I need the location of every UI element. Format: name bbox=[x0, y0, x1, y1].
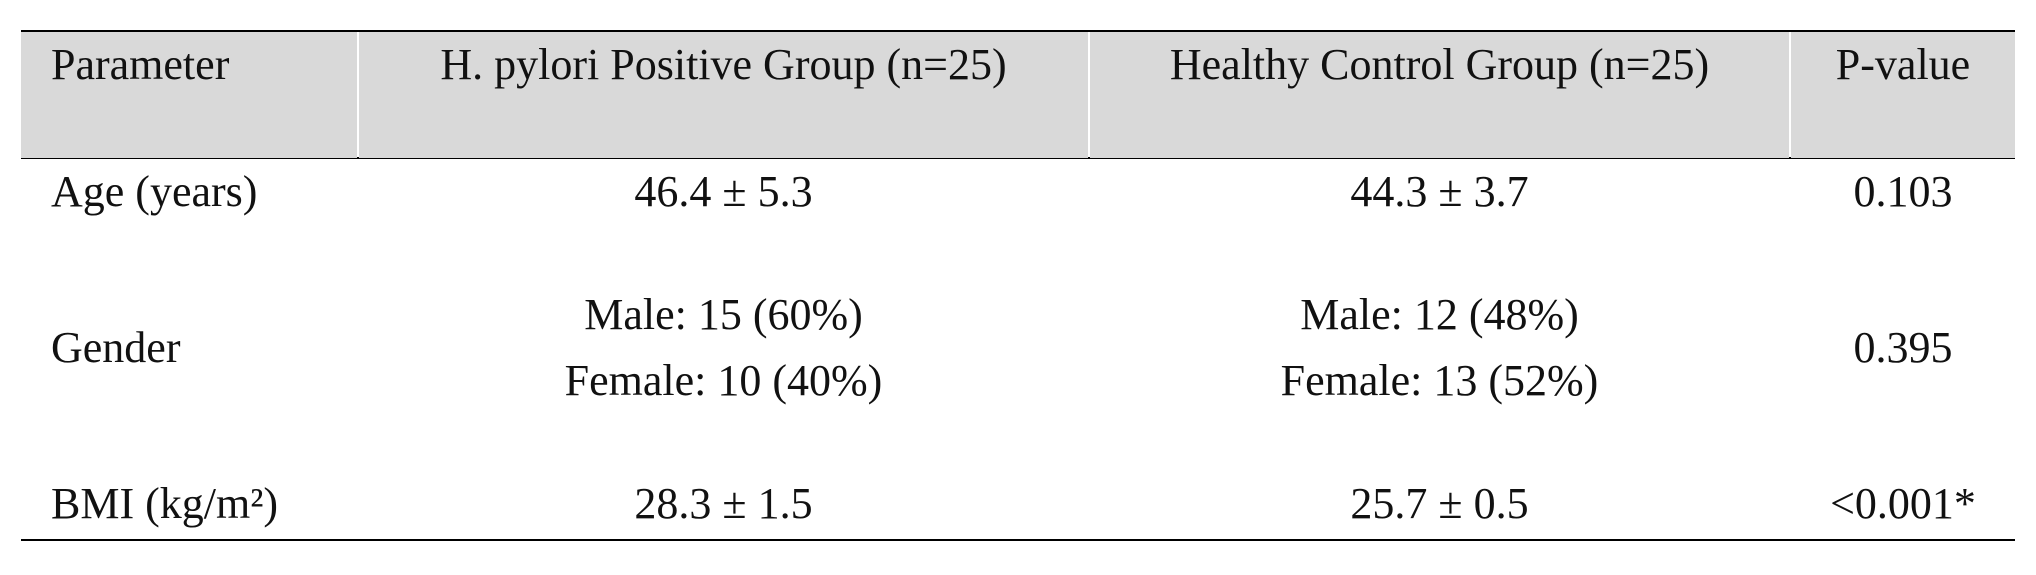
cell-text: 0.103 bbox=[1853, 167, 1953, 216]
table-cell: 44.3 ± 3.7 bbox=[1090, 159, 1789, 225]
cell-text: Male: 12 (48%) bbox=[1300, 290, 1579, 339]
table-cell: Male: 12 (48%) Female: 13 (52%) bbox=[1090, 282, 1789, 414]
cell-text: 25.7 ± 0.5 bbox=[1350, 479, 1529, 528]
table-cell: 0.395 bbox=[1791, 315, 2015, 381]
cell-text: 46.4 ± 5.3 bbox=[634, 167, 813, 216]
header-cell: Parameter bbox=[51, 40, 230, 89]
table-cell: 46.4 ± 5.3 bbox=[359, 159, 1088, 225]
cell-text: Gender bbox=[51, 323, 181, 372]
table-cell: <0.001* bbox=[1791, 471, 2015, 537]
table-cell: 0.103 bbox=[1791, 159, 2015, 225]
bottom-rule bbox=[21, 539, 2015, 541]
cell-text: <0.001* bbox=[1830, 479, 1976, 528]
header-bg bbox=[21, 32, 357, 158]
table-cell: Male: 15 (60%) Female: 10 (40%) bbox=[359, 282, 1088, 414]
cell-text: Male: 15 (60%) bbox=[584, 290, 863, 339]
cell-text: Female: 13 (52%) bbox=[1280, 356, 1599, 405]
header-rule bbox=[21, 157, 2015, 159]
cell-text: Female: 10 (40%) bbox=[564, 356, 883, 405]
header-cell: Healthy Control Group (n=25) bbox=[1169, 40, 1710, 89]
header-cell: P-value bbox=[1835, 40, 1971, 89]
header-bg bbox=[1791, 32, 2015, 158]
table-cell: 25.7 ± 0.5 bbox=[1090, 471, 1789, 537]
header-bg bbox=[359, 32, 1088, 158]
top-rule bbox=[21, 30, 2015, 32]
cell-text: Age (years) bbox=[51, 167, 258, 216]
table-cell: Age (years) bbox=[51, 159, 357, 225]
cell-text: 0.395 bbox=[1853, 323, 1953, 372]
cell-text: BMI (kg/m²) bbox=[51, 479, 279, 528]
cell-text: 28.3 ± 1.5 bbox=[634, 479, 813, 528]
cell-text: 44.3 ± 3.7 bbox=[1350, 167, 1529, 216]
table-cell: BMI (kg/m²) bbox=[51, 471, 357, 537]
header-cell: H. pylori Positive Group (n=25) bbox=[440, 40, 1007, 89]
header-bg bbox=[1090, 32, 1789, 158]
table-cell: 28.3 ± 1.5 bbox=[359, 471, 1088, 537]
table-cell: Gender bbox=[51, 315, 357, 381]
